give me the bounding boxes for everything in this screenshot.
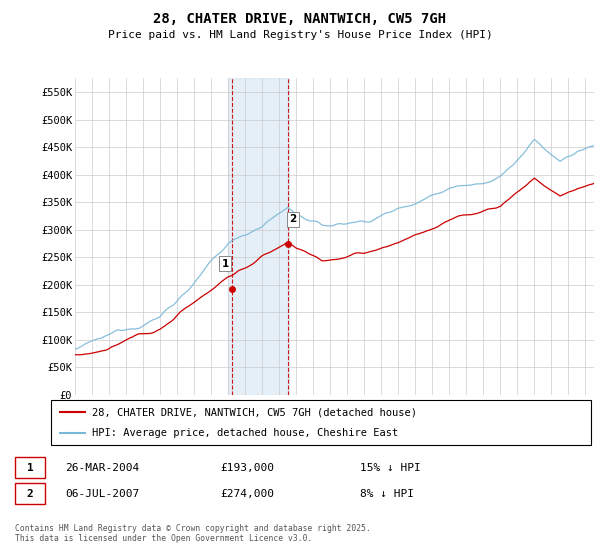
Text: 26-MAR-2004: 26-MAR-2004 bbox=[65, 463, 139, 473]
Text: 28, CHATER DRIVE, NANTWICH, CW5 7GH (detached house): 28, CHATER DRIVE, NANTWICH, CW5 7GH (det… bbox=[91, 408, 416, 418]
FancyBboxPatch shape bbox=[15, 483, 45, 504]
Text: 1: 1 bbox=[221, 259, 229, 269]
Text: 1: 1 bbox=[26, 463, 34, 473]
FancyBboxPatch shape bbox=[15, 458, 45, 478]
Text: 06-JUL-2007: 06-JUL-2007 bbox=[65, 489, 139, 499]
Text: Price paid vs. HM Land Registry's House Price Index (HPI): Price paid vs. HM Land Registry's House … bbox=[107, 30, 493, 40]
Bar bbox=[228, 78, 289, 395]
Text: 15% ↓ HPI: 15% ↓ HPI bbox=[360, 463, 421, 473]
Text: £274,000: £274,000 bbox=[220, 489, 274, 499]
Text: 2: 2 bbox=[26, 489, 34, 499]
Text: 2: 2 bbox=[290, 214, 297, 224]
Text: 28, CHATER DRIVE, NANTWICH, CW5 7GH: 28, CHATER DRIVE, NANTWICH, CW5 7GH bbox=[154, 12, 446, 26]
Text: Contains HM Land Registry data © Crown copyright and database right 2025.
This d: Contains HM Land Registry data © Crown c… bbox=[15, 524, 371, 543]
Text: HPI: Average price, detached house, Cheshire East: HPI: Average price, detached house, Ches… bbox=[91, 428, 398, 438]
Text: 8% ↓ HPI: 8% ↓ HPI bbox=[360, 489, 414, 499]
Text: £193,000: £193,000 bbox=[220, 463, 274, 473]
FancyBboxPatch shape bbox=[51, 400, 591, 445]
